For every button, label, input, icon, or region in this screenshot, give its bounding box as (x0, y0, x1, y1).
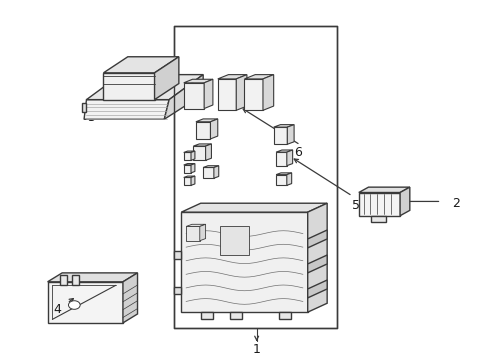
Text: 3: 3 (87, 111, 95, 124)
Polygon shape (217, 79, 236, 111)
Polygon shape (181, 212, 307, 312)
Polygon shape (276, 173, 291, 175)
Polygon shape (203, 167, 213, 178)
Polygon shape (196, 119, 217, 122)
Polygon shape (203, 79, 212, 109)
Polygon shape (358, 193, 399, 216)
Polygon shape (263, 75, 273, 111)
Circle shape (68, 301, 80, 309)
Polygon shape (399, 187, 409, 216)
Polygon shape (276, 152, 286, 166)
Text: 1: 1 (252, 343, 260, 356)
Polygon shape (236, 75, 246, 111)
Polygon shape (72, 275, 79, 285)
Polygon shape (370, 216, 385, 222)
Polygon shape (174, 287, 181, 294)
Polygon shape (287, 125, 293, 144)
Polygon shape (183, 176, 195, 177)
Polygon shape (183, 177, 191, 185)
Text: 6: 6 (293, 146, 301, 159)
Polygon shape (220, 226, 249, 255)
Polygon shape (278, 312, 290, 319)
Polygon shape (307, 255, 326, 273)
Polygon shape (174, 251, 181, 258)
Polygon shape (244, 75, 273, 79)
Polygon shape (244, 79, 263, 111)
Polygon shape (103, 57, 179, 73)
Polygon shape (191, 163, 195, 173)
Polygon shape (213, 166, 218, 178)
Polygon shape (273, 125, 293, 127)
Polygon shape (47, 282, 122, 323)
Polygon shape (203, 166, 218, 167)
Polygon shape (217, 75, 246, 79)
Polygon shape (307, 230, 326, 248)
Polygon shape (307, 280, 326, 298)
Polygon shape (86, 75, 203, 100)
Polygon shape (183, 79, 212, 83)
Polygon shape (273, 127, 287, 144)
Polygon shape (164, 75, 203, 119)
Text: 2: 2 (451, 197, 459, 210)
Text: 4: 4 (53, 303, 61, 316)
Polygon shape (186, 226, 200, 241)
Polygon shape (183, 165, 191, 173)
Polygon shape (191, 151, 195, 160)
Polygon shape (122, 273, 137, 323)
Polygon shape (183, 153, 191, 160)
Polygon shape (84, 100, 169, 119)
Polygon shape (276, 150, 292, 152)
Polygon shape (229, 312, 242, 319)
Polygon shape (183, 83, 203, 109)
Polygon shape (81, 103, 86, 112)
Polygon shape (174, 26, 336, 328)
Polygon shape (60, 275, 67, 285)
Polygon shape (186, 224, 205, 226)
Polygon shape (191, 176, 195, 185)
Polygon shape (286, 150, 292, 166)
Polygon shape (276, 175, 286, 185)
Polygon shape (103, 73, 154, 100)
Polygon shape (201, 312, 212, 319)
Polygon shape (205, 144, 211, 160)
Polygon shape (193, 146, 205, 160)
Polygon shape (307, 203, 326, 312)
Polygon shape (210, 119, 217, 139)
Polygon shape (196, 122, 210, 139)
Polygon shape (193, 144, 211, 146)
Polygon shape (183, 151, 195, 153)
Text: 5: 5 (352, 198, 360, 212)
Polygon shape (154, 57, 179, 100)
Polygon shape (183, 163, 195, 165)
Polygon shape (200, 224, 205, 241)
Polygon shape (181, 203, 326, 212)
Polygon shape (47, 273, 137, 282)
Polygon shape (358, 187, 409, 193)
Polygon shape (286, 173, 291, 185)
